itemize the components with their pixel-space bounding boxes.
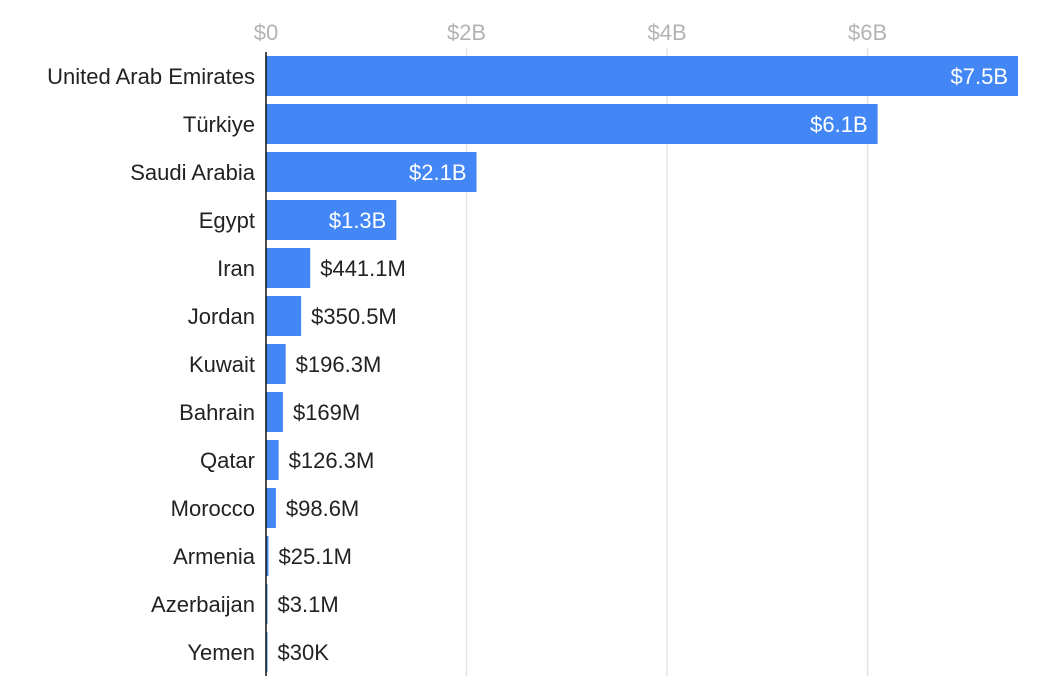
value-label: $196.3M [296, 352, 382, 377]
bar [266, 152, 477, 192]
value-label: $441.1M [320, 256, 406, 281]
bars [266, 56, 1018, 672]
category-label: Qatar [200, 448, 255, 473]
category-label: United Arab Emirates [47, 64, 255, 89]
bar [266, 536, 269, 576]
value-label: $2.1B [409, 160, 467, 185]
x-tick-label: $0 [254, 20, 278, 45]
x-tick-label: $2B [447, 20, 486, 45]
category-label: Armenia [173, 544, 256, 569]
bar [266, 56, 1018, 96]
x-tick-label: $4B [647, 20, 686, 45]
bar [266, 296, 302, 336]
category-label: Azerbaijan [151, 592, 255, 617]
value-label: $6.1B [810, 112, 868, 137]
bar [266, 488, 276, 528]
category-label: Egypt [199, 208, 255, 233]
x-axis-ticks: $0 $2B $4B $6B [254, 20, 887, 45]
bar [266, 344, 286, 384]
value-label: $3.1M [278, 592, 339, 617]
category-label: Saudi Arabia [130, 160, 256, 185]
value-labels: $7.5B $6.1B $2.1B $1.3B $441.1M $350.5M $196.3… [278, 64, 1009, 665]
value-label: $98.6M [286, 496, 359, 521]
bar [266, 248, 311, 288]
value-label: $350.5M [311, 304, 397, 329]
category-label: Yemen [187, 640, 255, 665]
x-tick-label: $6B [848, 20, 887, 45]
value-label: $1.3B [329, 208, 387, 233]
category-labels: United Arab Emirates Türkiye Saudi Arabia E… [47, 64, 256, 665]
category-label: Kuwait [189, 352, 255, 377]
value-label: $7.5B [951, 64, 1009, 89]
value-label: $169M [293, 400, 360, 425]
bar [266, 392, 283, 432]
value-label: $25.1M [279, 544, 352, 569]
category-label: Jordan [188, 304, 255, 329]
bar [266, 440, 279, 480]
category-label: Morocco [171, 496, 255, 521]
category-label: Bahrain [179, 400, 255, 425]
bar [266, 104, 878, 144]
value-label: $30K [278, 640, 330, 665]
category-label: Türkiye [183, 112, 255, 137]
value-label: $126.3M [289, 448, 375, 473]
bar [266, 200, 397, 240]
category-label: Iran [217, 256, 255, 281]
